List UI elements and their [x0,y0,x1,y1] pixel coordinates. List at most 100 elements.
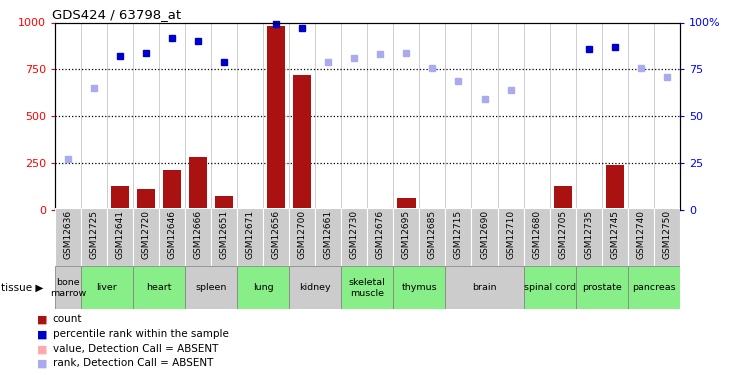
Bar [237,208,263,266]
Text: percentile rank within the sample: percentile rank within the sample [53,329,229,339]
Text: GSM12666: GSM12666 [194,210,202,259]
Text: liver: liver [96,284,117,292]
Bar [267,26,285,210]
Text: lung: lung [253,284,273,292]
Bar [423,209,442,210]
Bar [393,208,420,266]
Bar [319,209,338,210]
Text: GSM12715: GSM12715 [454,210,463,259]
Bar [55,266,81,309]
Bar [450,209,468,210]
Bar [393,266,445,309]
Bar [501,209,520,210]
Bar [81,266,133,309]
Text: GSM12725: GSM12725 [89,210,99,259]
Bar [163,170,181,210]
Bar [133,208,159,266]
Text: GSM12730: GSM12730 [350,210,359,259]
Text: ■: ■ [37,358,47,368]
Text: rank, Detection Call = ABSENT: rank, Detection Call = ABSENT [53,358,213,368]
Bar [341,266,393,309]
Text: GSM12700: GSM12700 [298,210,307,259]
Text: GSM12661: GSM12661 [324,210,333,259]
Bar [289,208,315,266]
Bar [602,208,628,266]
Bar [237,266,289,309]
Text: bone
marrow: bone marrow [50,278,86,297]
Text: GSM12705: GSM12705 [558,210,567,259]
Bar [81,208,107,266]
Bar [345,209,363,210]
Bar [211,208,237,266]
Text: brain: brain [472,284,497,292]
Text: GSM12685: GSM12685 [428,210,437,259]
Text: count: count [53,314,82,324]
Bar [628,266,680,309]
Text: pancreas: pancreas [632,284,675,292]
Bar [341,208,367,266]
Bar [498,208,523,266]
Bar [289,266,341,309]
Bar [658,209,676,210]
Text: GSM12695: GSM12695 [402,210,411,259]
Text: GDS424 / 63798_at: GDS424 / 63798_at [52,8,181,21]
Bar [580,209,598,210]
Text: value, Detection Call = ABSENT: value, Detection Call = ABSENT [53,344,218,354]
Text: GSM12720: GSM12720 [142,210,151,259]
Bar [445,208,471,266]
Bar [528,209,546,210]
Text: GSM12636: GSM12636 [64,210,72,259]
Bar [575,266,628,309]
Text: heart: heart [146,284,172,292]
Text: spleen: spleen [195,284,227,292]
Text: prostate: prostate [582,284,621,292]
Bar [189,157,207,210]
Bar [159,208,185,266]
Bar [445,266,523,309]
Bar [471,208,498,266]
Bar [107,208,133,266]
Text: GSM12680: GSM12680 [532,210,541,259]
Bar [185,208,211,266]
Bar [367,208,393,266]
Text: GSM12690: GSM12690 [480,210,489,259]
Bar [420,208,445,266]
Bar [241,209,260,210]
Text: spinal cord: spinal cord [523,284,575,292]
Bar [628,208,654,266]
Bar [575,208,602,266]
Bar [55,208,81,266]
Text: skeletal
muscle: skeletal muscle [349,278,386,297]
Bar [85,209,103,210]
Text: ■: ■ [37,314,47,324]
Text: GSM12740: GSM12740 [636,210,645,259]
Text: GSM12671: GSM12671 [246,210,254,259]
Text: GSM12646: GSM12646 [167,210,176,259]
Text: GSM12745: GSM12745 [610,210,619,259]
Bar [111,186,129,210]
Text: GSM12750: GSM12750 [662,210,671,259]
Text: GSM12676: GSM12676 [376,210,385,259]
Bar [523,266,575,309]
Bar [654,208,680,266]
Bar [133,266,185,309]
Text: thymus: thymus [401,284,437,292]
Bar [293,75,311,210]
Bar [263,208,289,266]
Bar [315,208,341,266]
Bar [550,208,575,266]
Bar [371,209,390,210]
Text: ■: ■ [37,344,47,354]
Text: GSM12656: GSM12656 [272,210,281,259]
Bar [58,209,77,210]
Text: kidney: kidney [300,284,331,292]
Bar [215,196,233,210]
Bar [553,186,572,210]
Text: GSM12710: GSM12710 [506,210,515,259]
Bar [137,189,155,210]
Text: GSM12641: GSM12641 [115,210,124,259]
Bar [632,209,650,210]
Bar [397,198,415,210]
Text: GSM12651: GSM12651 [219,210,229,259]
Text: GSM12735: GSM12735 [584,210,593,259]
